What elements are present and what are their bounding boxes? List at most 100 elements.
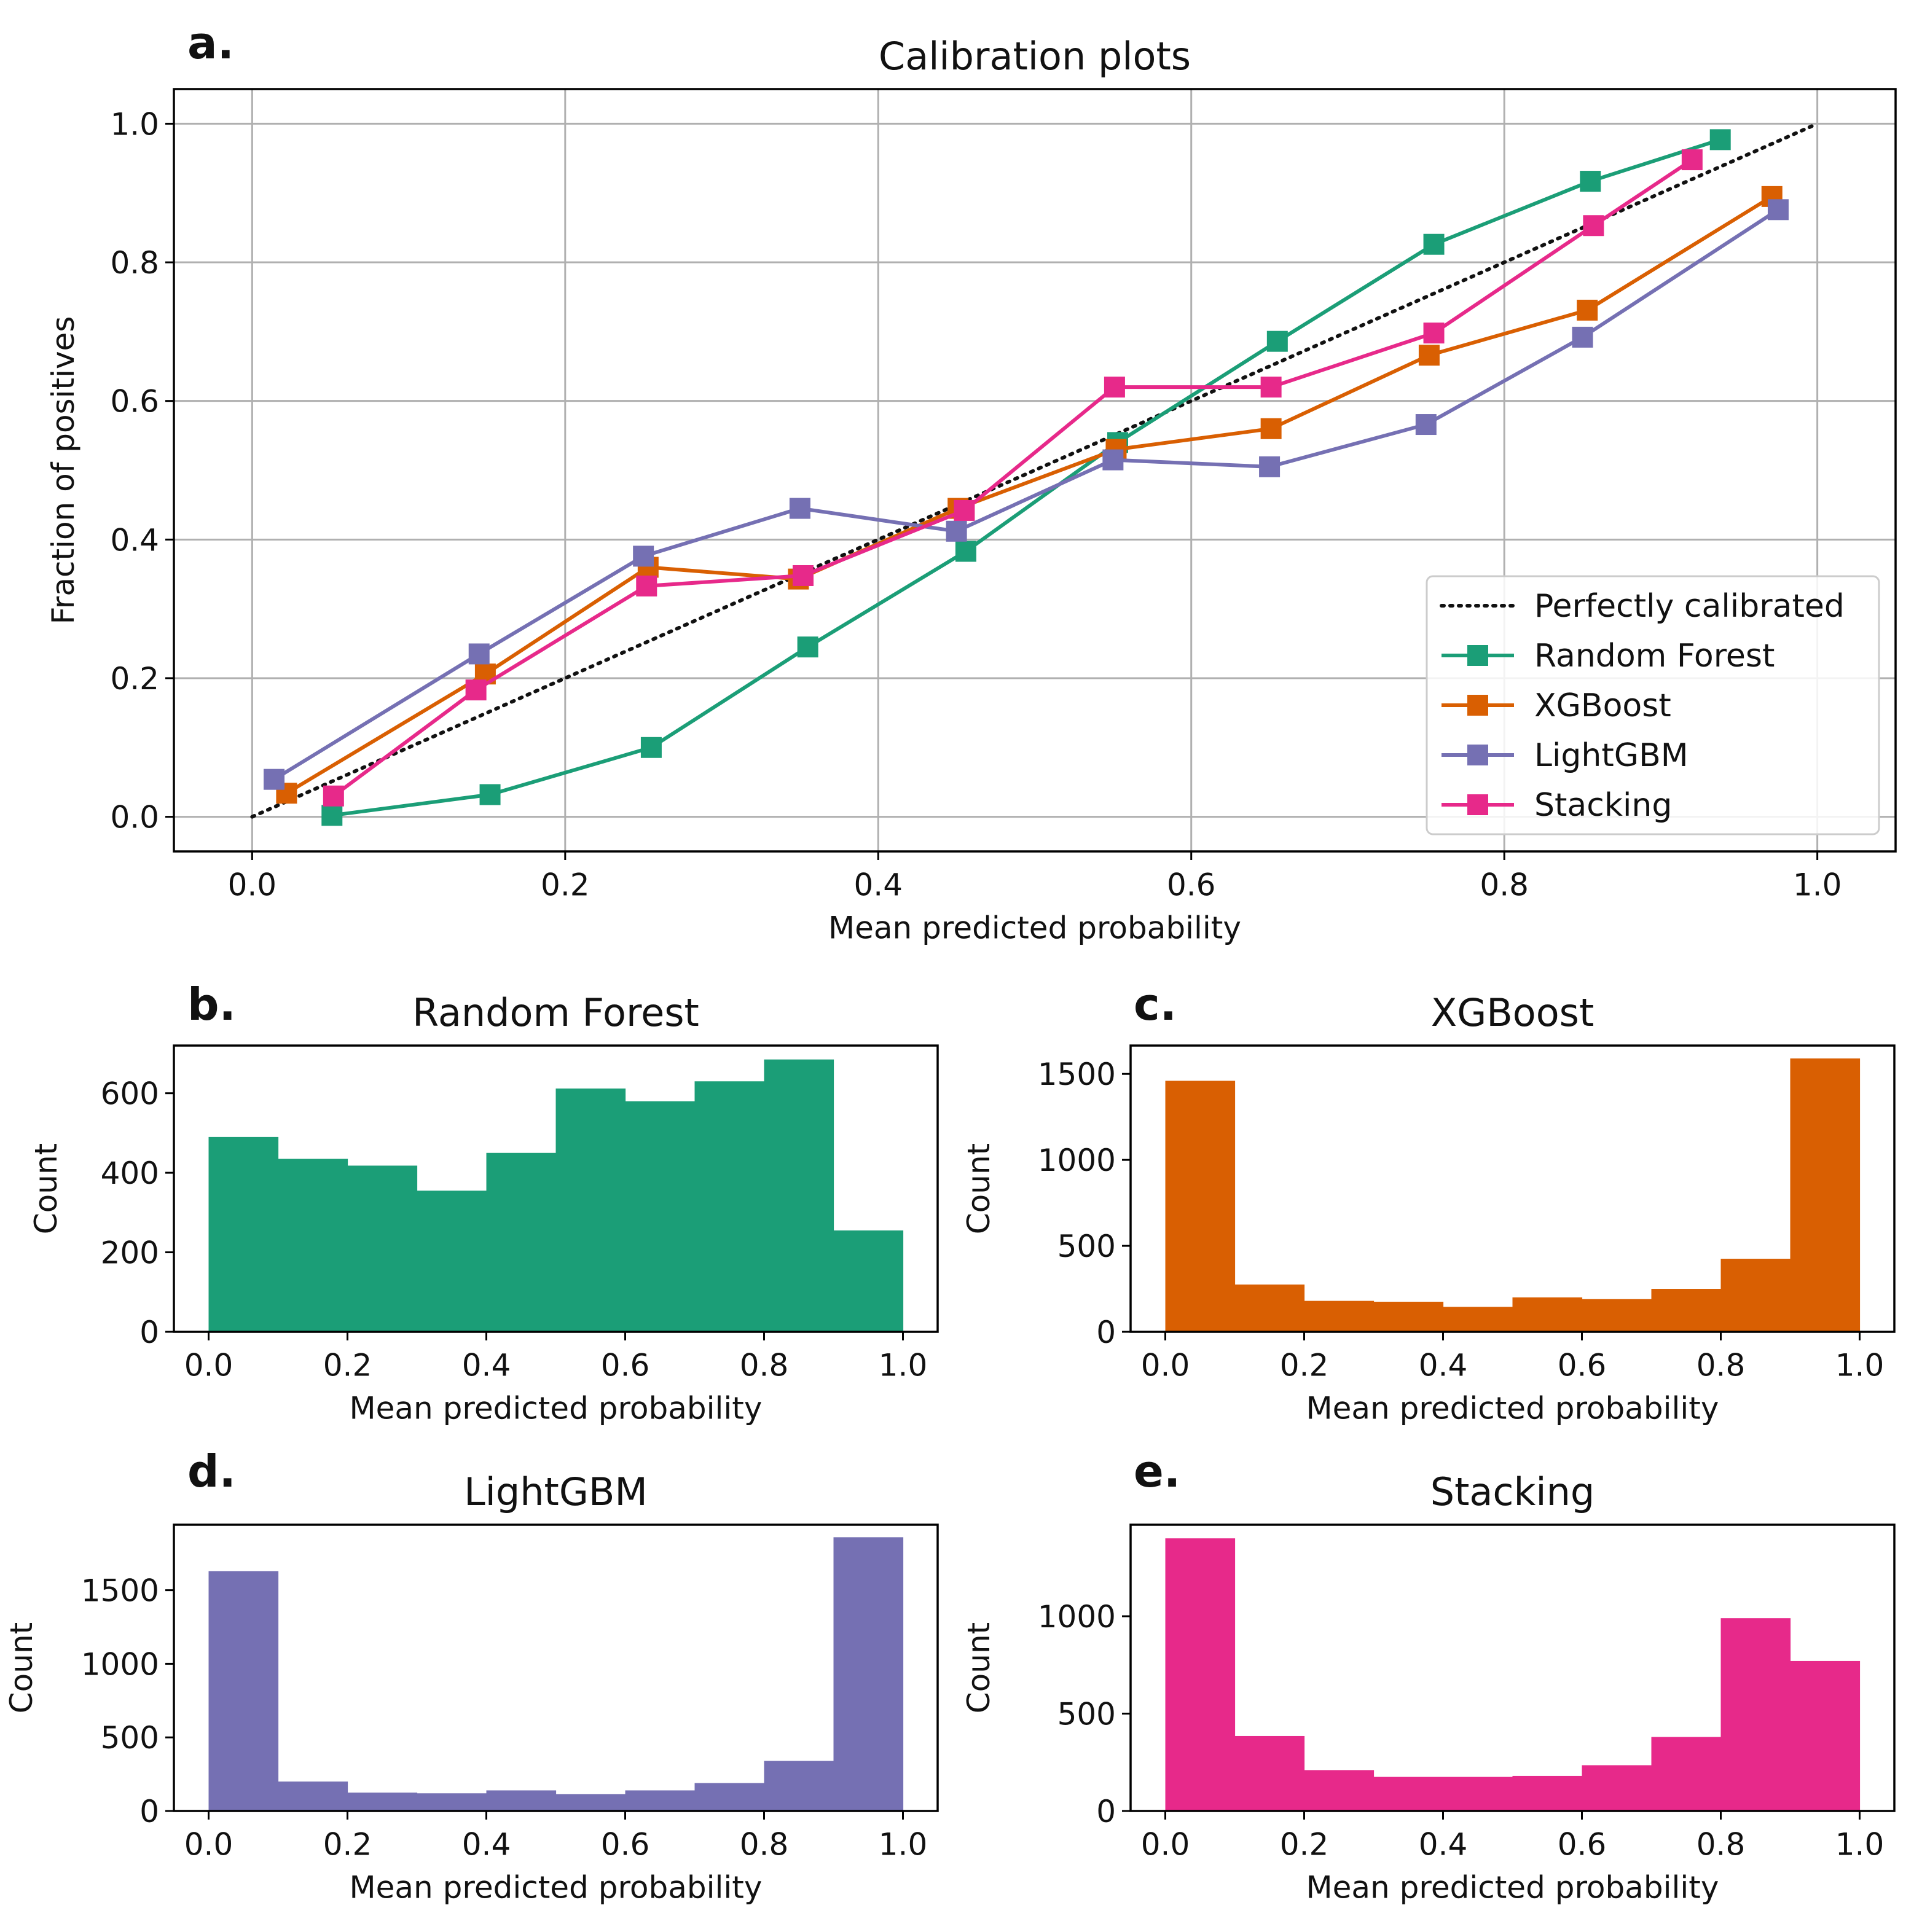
legend-label-xgboost: XGBoost — [1534, 687, 1671, 724]
data-point — [1418, 345, 1440, 366]
chart-title: LightGBM — [464, 1469, 648, 1514]
x-tick-label: 0.0 — [1141, 1827, 1190, 1863]
histogram-bar — [347, 1165, 418, 1332]
x-tick-label: 0.8 — [740, 1348, 789, 1383]
x-tick-label: 0.0 — [228, 867, 277, 903]
histogram-bar — [1373, 1302, 1444, 1332]
x-tick-label: 0.8 — [740, 1827, 789, 1863]
x-tick-label: 0.8 — [1696, 1348, 1746, 1383]
y-tick-label: 0.8 — [110, 245, 159, 281]
y-tick-label: 1000 — [1038, 1143, 1116, 1178]
chart-title: Stacking — [1430, 1469, 1595, 1514]
plot-frame — [1129, 1523, 1896, 1812]
y-axis-label: Fraction of positives — [45, 316, 81, 625]
histogram-bar — [1234, 1285, 1305, 1332]
data-point — [1266, 330, 1288, 352]
histogram-bar — [764, 1761, 834, 1811]
legend-swatch-marker — [1467, 695, 1488, 716]
data-point — [1259, 456, 1281, 477]
x-tick-label: 1.0 — [1835, 1348, 1885, 1383]
legend-label-perfectly-calibrated: Perfectly calibrated — [1534, 588, 1845, 625]
data-point — [789, 498, 810, 519]
y-tick-label: 600 — [101, 1076, 159, 1112]
y-tick-label: 500 — [1057, 1696, 1116, 1732]
series-line-xgboost — [285, 195, 1773, 795]
x-tick-label: 1.0 — [1793, 867, 1842, 903]
legend-label-random-forest: Random Forest — [1534, 638, 1775, 675]
data-point — [636, 575, 657, 596]
panel-letter-a: a. — [187, 17, 234, 69]
histogram-bar — [764, 1059, 834, 1332]
x-tick-label: 0.4 — [462, 1348, 511, 1383]
lightgbm-histogram-panel: 0.0 0.2 0.4 0.6 0.8 1.0 0 500 1000 1500 LightGBM Me… — [4, 1469, 939, 1906]
series-line-stacking — [332, 158, 1693, 798]
histogram-bar — [1582, 1299, 1652, 1332]
histogram-bar — [1165, 1081, 1236, 1332]
data-point — [797, 636, 818, 658]
x-tick-label: 0.6 — [1167, 867, 1216, 903]
x-tick-label: 0.4 — [462, 1827, 511, 1863]
histogram-bar — [347, 1793, 418, 1811]
data-point — [1102, 449, 1124, 471]
legend-swatch-marker — [1467, 745, 1488, 765]
histogram-bar — [1651, 1737, 1722, 1811]
data-point — [1572, 326, 1593, 348]
y-tick-label: 200 — [101, 1235, 159, 1271]
x-tick-label: 0.6 — [1558, 1827, 1607, 1863]
data-point — [468, 643, 490, 665]
plot-frame — [1129, 1044, 1896, 1333]
xgboost-histogram-panel: 0.0 0.2 0.4 0.6 0.8 1.0 0 500 1000 1500 XGBoost Mea… — [961, 990, 1896, 1426]
y-tick-label: 1500 — [1038, 1057, 1116, 1092]
histogram-bar — [1582, 1765, 1652, 1811]
chart-title: XGBoost — [1431, 990, 1594, 1035]
x-tick-label: 0.0 — [1141, 1348, 1190, 1383]
x-tick-label: 0.4 — [854, 867, 903, 903]
y-tick-label: 0.2 — [110, 661, 159, 697]
histogram-bar — [1512, 1775, 1583, 1811]
data-point — [946, 520, 967, 542]
x-axis-label: Mean predicted probability — [350, 1391, 763, 1426]
y-tick-label: 0 — [1096, 1315, 1116, 1350]
legend-label-lightgbm: LightGBM — [1534, 737, 1689, 774]
x-tick-label: 0.0 — [184, 1827, 233, 1863]
x-axis-label: Mean predicted probability — [1306, 1391, 1719, 1426]
x-tick-label: 0.2 — [541, 867, 590, 903]
stacking-histogram-panel: 0.0 0.2 0.4 0.6 0.8 1.0 0 500 1000 Stacking Mean p… — [961, 1469, 1896, 1906]
histogram-bar — [278, 1781, 348, 1811]
legend-box — [1426, 575, 1880, 835]
histogram-bar — [555, 1088, 626, 1332]
legend-swatch-marker — [1467, 645, 1488, 666]
y-tick-label: 0 — [1096, 1794, 1116, 1829]
histogram-bar — [625, 1790, 696, 1811]
histogram-bar — [208, 1571, 279, 1811]
plot-frame — [173, 1523, 939, 1812]
x-tick-label: 0.4 — [1419, 1827, 1468, 1863]
x-tick-label: 0.6 — [601, 1827, 650, 1863]
x-tick-label: 1.0 — [879, 1827, 928, 1863]
histogram-bar — [1234, 1735, 1305, 1811]
y-tick-label: 1.0 — [110, 106, 159, 142]
histogram-bar — [1373, 1777, 1444, 1811]
data-point — [1423, 233, 1445, 255]
panel-letter-e: e. — [1134, 1445, 1180, 1497]
data-point — [1104, 377, 1125, 398]
y-tick-label: 0.4 — [110, 522, 159, 558]
y-tick-label: 0 — [139, 1794, 159, 1829]
data-point — [1577, 299, 1598, 321]
data-point — [479, 784, 501, 805]
series-line-random-forest — [331, 138, 1721, 818]
panel-letter-c: c. — [1134, 979, 1177, 1030]
data-point — [1415, 414, 1437, 436]
data-point — [1260, 418, 1282, 439]
histogram-bar — [625, 1101, 696, 1332]
y-axis-label: Count — [961, 1143, 997, 1235]
data-point — [793, 565, 814, 586]
series-line-lightgbm — [273, 208, 1779, 781]
y-tick-label: 1000 — [1038, 1599, 1116, 1635]
x-tick-label: 0.2 — [1280, 1827, 1329, 1863]
data-point — [640, 737, 662, 758]
histogram-bar — [1720, 1618, 1791, 1811]
x-tick-label: 0.6 — [1558, 1348, 1607, 1383]
histogram-bar — [833, 1230, 904, 1332]
